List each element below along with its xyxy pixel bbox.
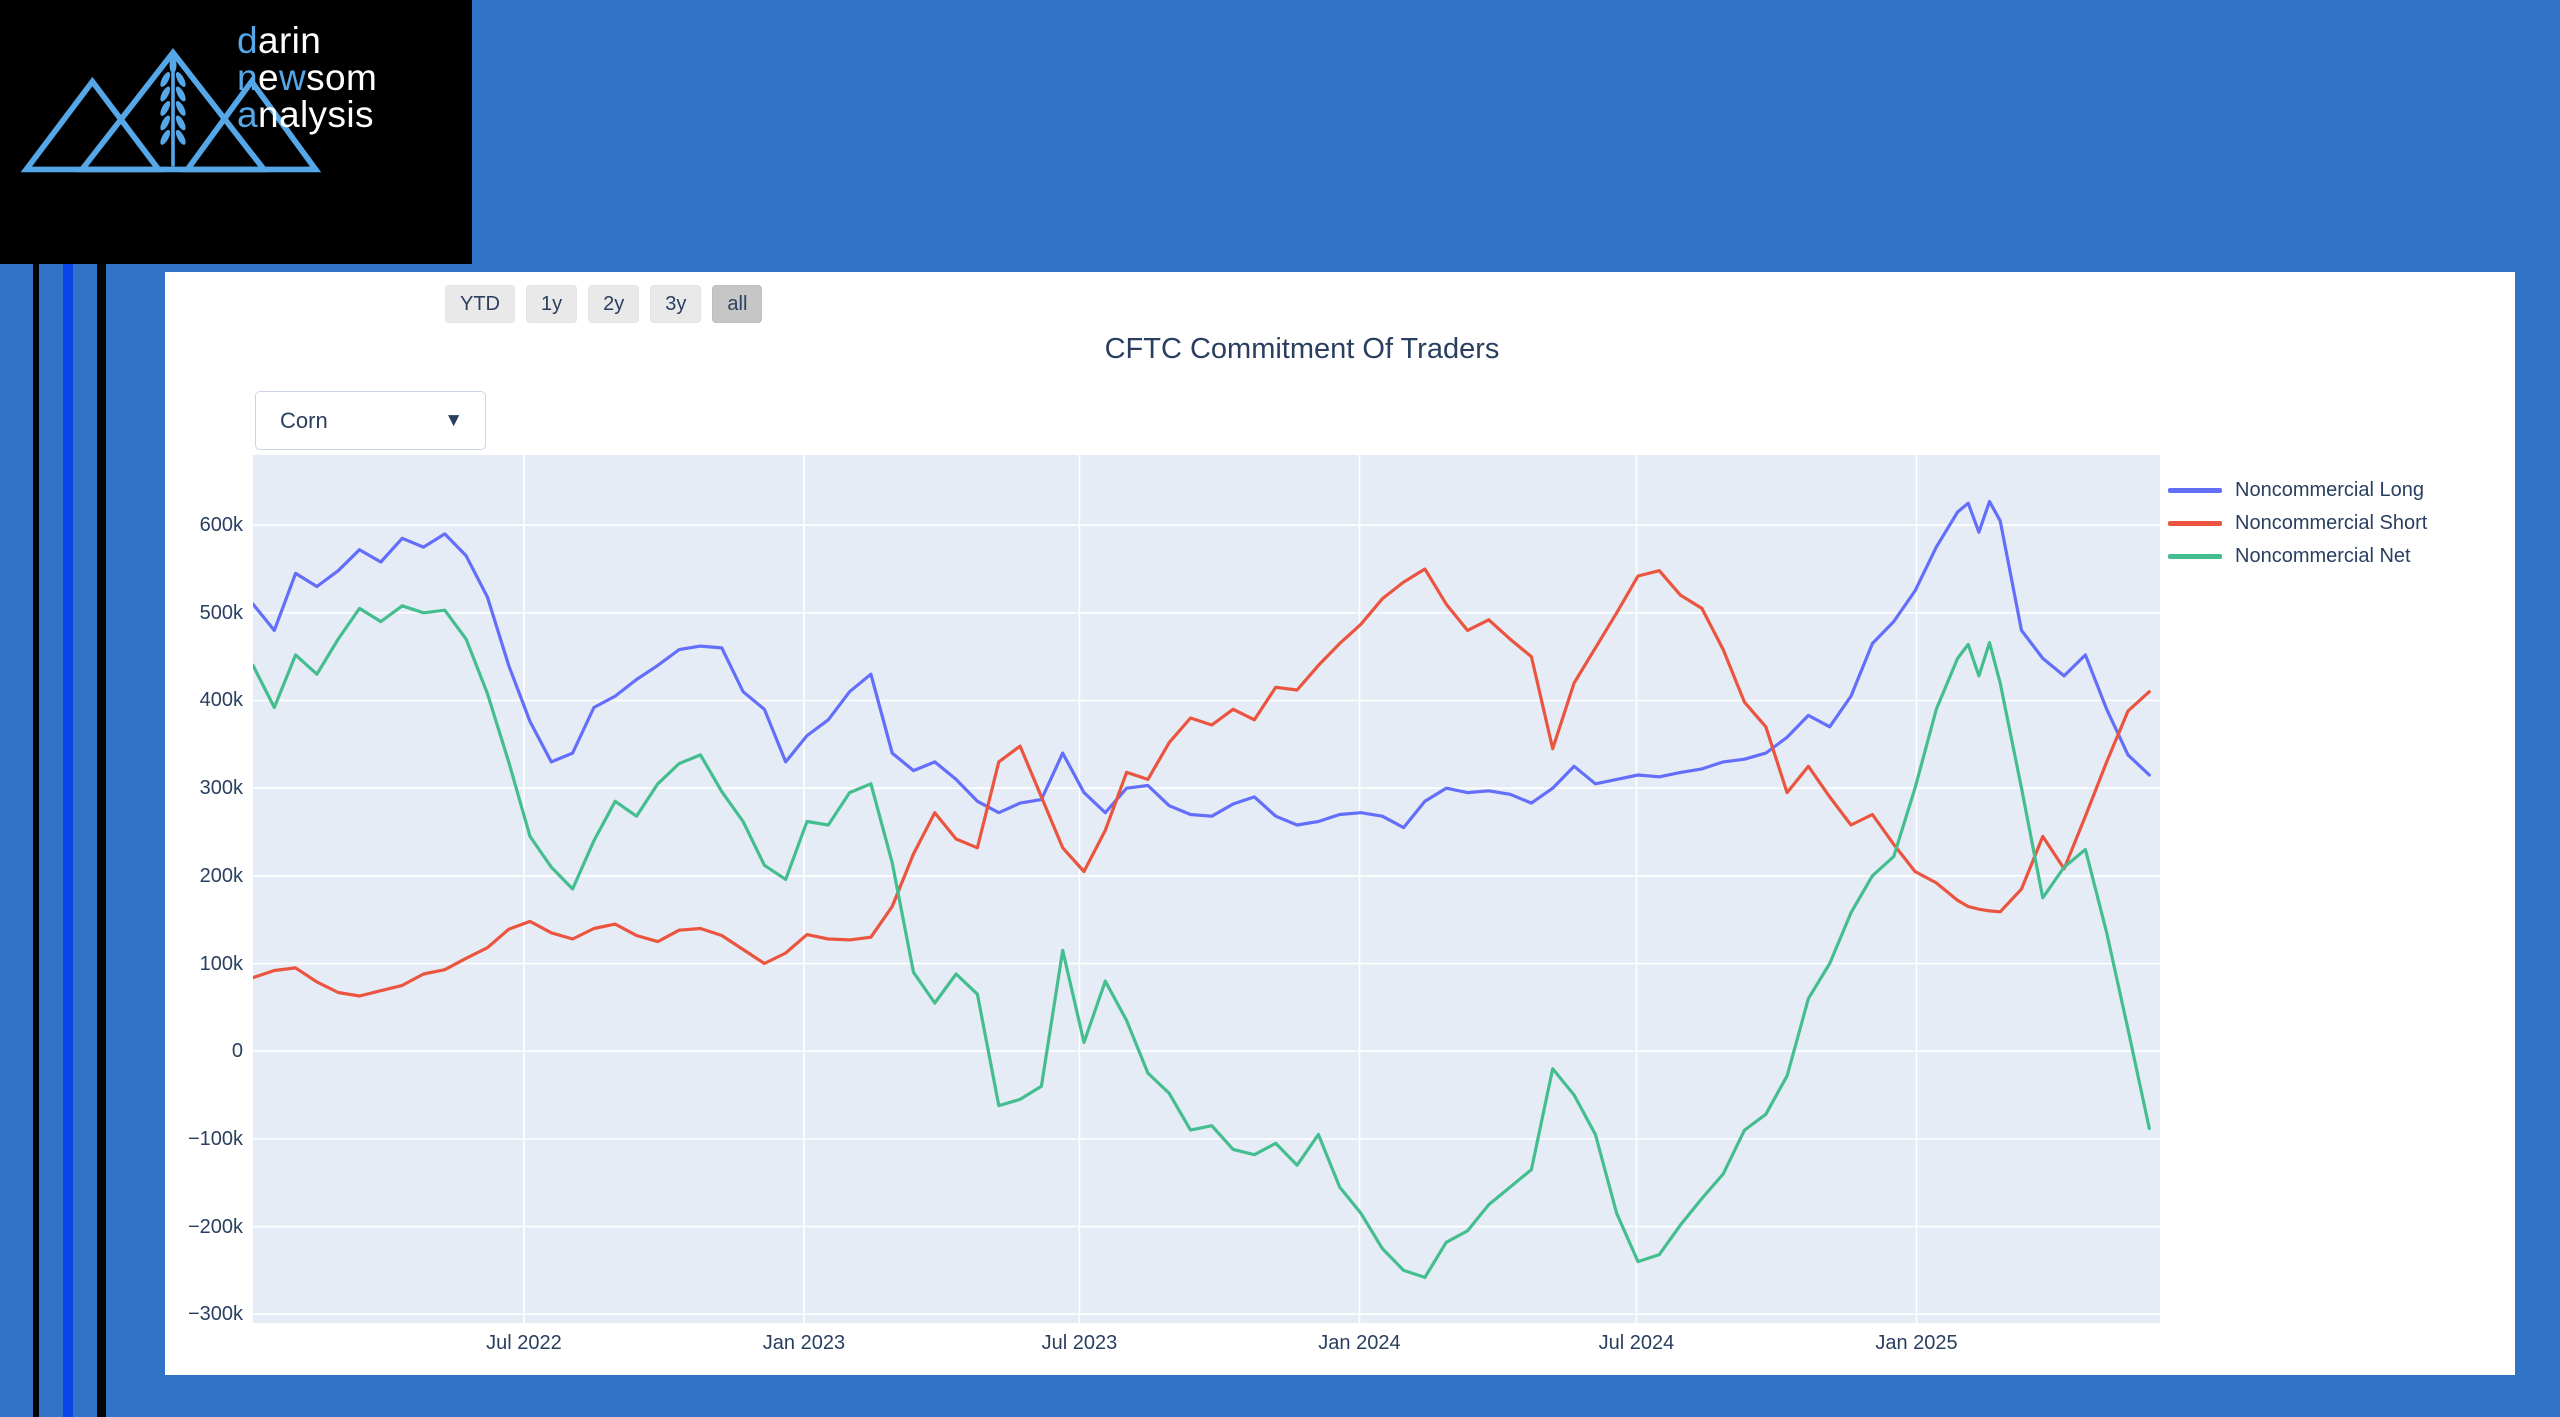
x-tick-label: Jan 2023 (762, 1332, 846, 1354)
logo-text-line: analysis (237, 94, 374, 135)
legend-line-swatch (2168, 488, 2222, 493)
legend-label: Noncommercial Net (2235, 545, 2411, 567)
chevron-down-icon: ▼ (444, 409, 463, 431)
wheat-stalk-icon (160, 56, 186, 167)
y-tick-label: 200k (199, 864, 243, 887)
logo: darin newsom analysis (0, 0, 472, 264)
decor-stripe-black-left (33, 264, 39, 1417)
legend-line-swatch (2168, 521, 2222, 526)
legend-item-noncommercial-net[interactable]: Noncommercial Net (2168, 540, 2427, 573)
y-tick-label: 400k (199, 689, 243, 712)
decor-stripe-black-right (97, 264, 106, 1417)
x-tick-label: Jan 2024 (1318, 1332, 1401, 1354)
logo-text-line: darin (237, 20, 322, 61)
y-tick-label: −200k (187, 1215, 243, 1238)
logo-mountains-wheat-icon (20, 48, 322, 173)
legend-label: Noncommercial Short (2235, 512, 2428, 534)
chart-title: CFTC Commitment Of Traders (1104, 333, 1500, 365)
range-button-3y[interactable]: 3y (650, 285, 702, 323)
y-tick-label: 500k (199, 601, 243, 624)
plot-area[interactable] (253, 455, 2160, 1323)
commodity-dropdown-value: Corn (280, 407, 328, 433)
range-button-all[interactable]: all (712, 285, 763, 323)
y-tick-label: 600k (199, 514, 243, 537)
y-tick-label: −100k (187, 1127, 243, 1150)
legend-label: Noncommercial Long (2235, 479, 2424, 501)
range-selector: YTD 1y 2y 3y all (445, 285, 763, 323)
decor-stripe-bright-blue (63, 264, 73, 1417)
range-button-2y[interactable]: 2y (588, 285, 640, 323)
legend-item-noncommercial-short[interactable]: Noncommercial Short (2168, 507, 2427, 540)
x-tick-label: Jul 2024 (1598, 1332, 1675, 1354)
range-button-ytd[interactable]: YTD (445, 285, 515, 323)
x-tick-label: Jul 2022 (486, 1332, 562, 1354)
series-line-noncommercial-net[interactable] (253, 604, 2151, 1280)
logo-text: darin newsom analysis (237, 22, 377, 133)
legend-line-swatch (2168, 554, 2222, 559)
y-tick-label: 100k (199, 952, 243, 975)
legend: Noncommercial Long Noncommercial Short Non… (2168, 474, 2427, 573)
y-tick-label: 300k (199, 777, 243, 800)
x-tick-label: Jul 2023 (1041, 1332, 1118, 1354)
range-button-1y[interactable]: 1y (526, 285, 578, 323)
y-tick-label: −300k (187, 1303, 243, 1326)
y-tick-label: 0 (231, 1040, 243, 1063)
series-line-noncommercial-short[interactable] (253, 567, 2151, 998)
legend-item-noncommercial-long[interactable]: Noncommercial Long (2168, 474, 2427, 507)
series-line-noncommercial-long[interactable] (253, 499, 2151, 830)
logo-text-line: newsom (237, 57, 378, 98)
x-tick-label: Jan 2025 (1875, 1332, 1958, 1354)
commodity-dropdown[interactable]: Corn ▼ (255, 391, 486, 450)
